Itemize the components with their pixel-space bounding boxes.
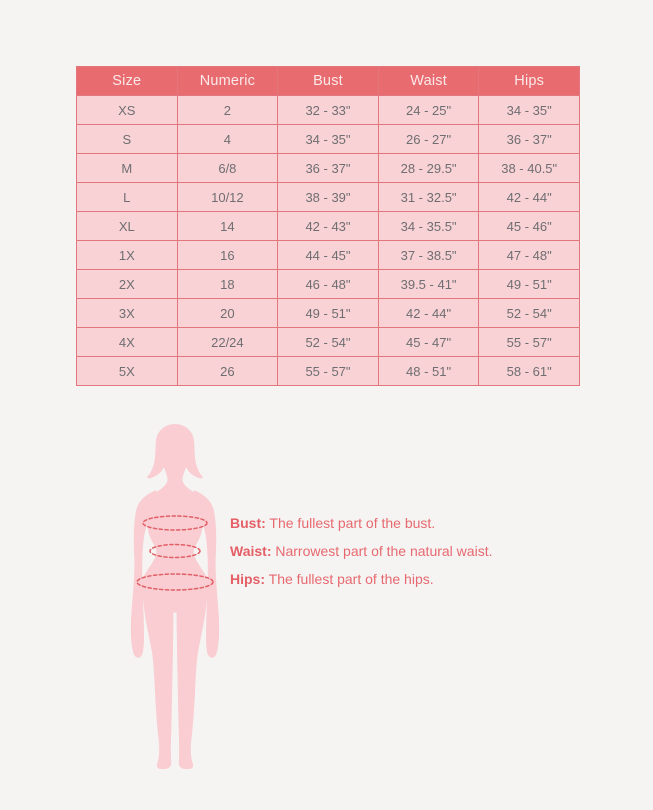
table-cell: 49 - 51" [277,298,379,328]
column-header-waist: Waist [377,66,480,96]
column-header-bust: Bust [277,66,379,96]
table-cell: 31 - 32.5" [377,182,480,212]
legend-label: Waist: [230,543,272,559]
table-cell: 49 - 51" [478,269,580,299]
table-cell: 2 [176,95,279,125]
table-cell: XL [76,211,178,241]
table-cell: 4X [76,327,178,357]
table-cell: S [76,124,178,154]
table-cell: 52 - 54" [277,327,379,357]
table-cell: 48 - 51" [377,356,480,386]
size-chart-table: Size Numeric Bust Waist Hips XS 2 32 - 33" 24 -… [76,66,580,386]
column-header-size: Size [76,66,178,96]
table-cell: 38 - 40.5" [478,153,580,183]
legend-item-hips: Hips: The fullest part of the hips. [230,565,492,593]
table-cell: 4 [176,124,279,154]
table-cell: 5X [76,356,178,386]
table-row: S 4 34 - 35" 26 - 27" 36 - 37" [76,124,580,154]
table-cell: 37 - 38.5" [377,240,480,270]
table-cell: 32 - 33" [277,95,379,125]
table-row: XL 14 42 - 43" 34 - 35.5" 45 - 46" [76,211,580,241]
table-cell: 3X [76,298,178,328]
table-cell: 6/8 [176,153,279,183]
table-cell: 14 [176,211,279,241]
table-cell: 58 - 61" [478,356,580,386]
table-cell: 10/12 [176,182,279,212]
hips-measurement-line [136,573,214,591]
table-cell: 16 [176,240,279,270]
right-leg-shape [176,597,207,769]
table-cell: 55 - 57" [478,327,580,357]
table-cell: XS [76,95,178,125]
table-cell: 1X [76,240,178,270]
legend-item-bust: Bust: The fullest part of the bust. [230,509,492,537]
left-leg-shape [143,597,174,769]
table-cell: 36 - 37" [277,153,379,183]
table-cell: 28 - 29.5" [377,153,480,183]
left-arm-shape [130,490,156,658]
legend-label: Hips: [230,571,265,587]
legend-label: Bust: [230,515,266,531]
measurement-legend: Bust: The fullest part of the bust. Waist… [230,509,492,593]
table-cell: L [76,182,178,212]
table-row: 4X 22/24 52 - 54" 45 - 47" 55 - 57" [76,327,580,357]
table-cell: 22/24 [176,327,279,357]
torso-shape [141,477,209,613]
table-cell: 42 - 43" [277,211,379,241]
table-cell: 20 [176,298,279,328]
table-row: 2X 18 46 - 48" 39.5 - 41" 49 - 51" [76,269,580,299]
right-arm-shape [194,490,220,658]
table-cell: 44 - 45" [277,240,379,270]
table-cell: 18 [176,269,279,299]
body-silhouette-svg [130,424,220,769]
table-cell: 39.5 - 41" [377,269,480,299]
table-cell: 55 - 57" [277,356,379,386]
bust-measurement-line [142,515,208,531]
legend-text: Narrowest part of the natural waist. [271,543,493,559]
table-row: 1X 16 44 - 45" 37 - 38.5" 47 - 48" [76,240,580,270]
table-cell: 2X [76,269,178,299]
table-row: 5X 26 55 - 57" 48 - 51" 58 - 61" [76,356,580,386]
table-cell: 26 [176,356,279,386]
table-cell: 34 - 35.5" [377,211,480,241]
table-cell: M [76,153,178,183]
column-header-hips: Hips [478,66,580,96]
table-row: L 10/12 38 - 39" 31 - 32.5" 42 - 44" [76,182,580,212]
table-cell: 34 - 35" [277,124,379,154]
table-cell: 34 - 35" [478,95,580,125]
table-cell: 45 - 46" [478,211,580,241]
female-body-silhouette [110,421,240,769]
column-header-numeric: Numeric [176,66,279,96]
table-cell: 46 - 48" [277,269,379,299]
table-cell: 42 - 44" [478,182,580,212]
table-header-row: Size Numeric Bust Waist Hips [76,66,580,96]
table-cell: 24 - 25" [377,95,480,125]
table-row: XS 2 32 - 33" 24 - 25" 34 - 35" [76,95,580,125]
waist-measurement-line [149,543,201,559]
table-cell: 26 - 27" [377,124,480,154]
table-cell: 42 - 44" [377,298,480,328]
table-row: M 6/8 36 - 37" 28 - 29.5" 38 - 40.5" [76,153,580,183]
table-cell: 45 - 47" [377,327,480,357]
table-cell: 52 - 54" [478,298,580,328]
head-shape [147,424,203,481]
table-row: 3X 20 49 - 51" 42 - 44" 52 - 54" [76,298,580,328]
legend-item-waist: Waist: Narrowest part of the natural wai… [230,537,492,565]
table-cell: 36 - 37" [478,124,580,154]
table-cell: 47 - 48" [478,240,580,270]
table-cell: 38 - 39" [277,182,379,212]
legend-text: The fullest part of the hips. [265,571,434,587]
legend-text: The fullest part of the bust. [265,515,436,531]
